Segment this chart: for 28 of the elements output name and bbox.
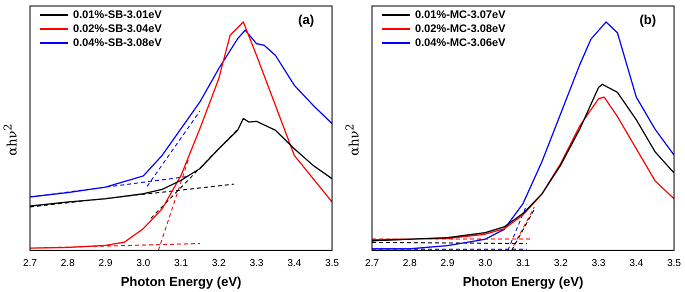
legend-label: 0.04%-SB-3.08eV [73, 37, 162, 49]
x-tick-label: 3.0 [136, 258, 151, 270]
x-tick-label: 3.2 [212, 258, 226, 270]
x-tick-label: 2.8 [60, 258, 76, 270]
x-tick-label: 3.3 [592, 258, 606, 270]
annotation: (a) [298, 12, 314, 28]
x-axis-title: Photon Energy (eV) [120, 274, 242, 289]
x-tick-label: 3.4 [287, 258, 302, 270]
x-tick-label: 3.2 [554, 258, 568, 270]
x-tick-label: 3.3 [250, 258, 264, 270]
annotation: (b) [639, 12, 656, 28]
x-tick-label: 3.0 [478, 258, 493, 270]
x-axis-title: Photon Energy (eV) [462, 274, 584, 289]
legend-label: 0.01%-MC-3.07eV [415, 9, 506, 21]
x-tick-label: 2.7 [365, 258, 380, 270]
legend-label: 0.02%-MC-3.08eV [415, 23, 506, 35]
x-tick-label: 3.5 [667, 258, 682, 270]
x-tick-label: 2.9 [440, 258, 455, 270]
legend-label: 0.02%-SB-3.04eV [73, 23, 162, 35]
legend-label: 0.04%-MC-3.06eV [415, 37, 506, 49]
x-tick-label: 3.5 [325, 258, 340, 270]
x-tick-label: 3.1 [174, 258, 188, 270]
x-tick-label: 2.8 [402, 258, 418, 270]
legend-label: 0.01%-SB-3.01eV [73, 9, 162, 21]
x-tick-label: 3.4 [629, 258, 644, 270]
x-tick-label: 2.9 [98, 258, 113, 270]
x-tick-label: 3.1 [516, 258, 530, 270]
x-tick-label: 2.7 [23, 258, 38, 270]
